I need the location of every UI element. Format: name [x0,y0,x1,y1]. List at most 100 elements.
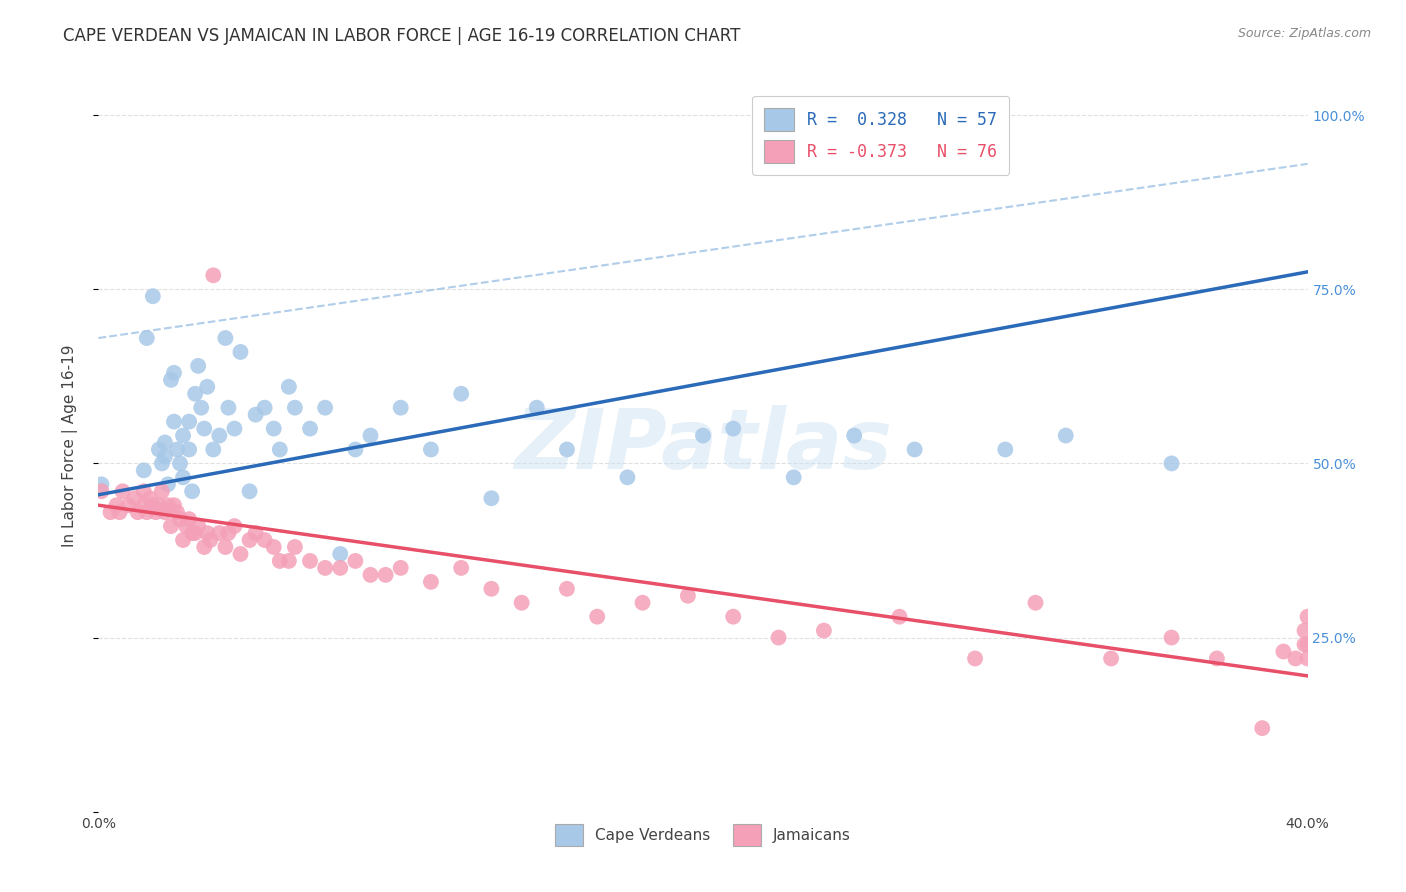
Point [142,289,165,303]
Point [844,428,866,442]
Point [1294,638,1316,652]
Point [150,457,173,471]
Point [374,567,396,582]
Point [314,561,336,575]
Point [450,561,472,575]
Point [277,554,299,568]
Point [555,582,578,596]
Point [217,526,239,541]
Point [172,533,194,547]
Point [586,609,609,624]
Point [723,421,745,435]
Point [132,463,155,477]
Point [263,421,285,435]
Point [187,359,209,373]
Point [163,366,186,380]
Point [269,554,291,568]
Point [889,609,911,624]
Point [202,442,225,457]
Point [450,386,472,401]
Point [389,561,412,575]
Point [90,484,112,499]
Point [224,421,246,435]
Point [616,470,638,484]
Point [148,442,170,457]
Text: Source: ZipAtlas.com: Source: ZipAtlas.com [1237,27,1371,40]
Point [420,442,443,457]
Point [179,415,201,429]
Point [108,505,131,519]
Point [187,519,209,533]
Point [148,498,170,512]
Point [1296,638,1319,652]
Point [145,505,167,519]
Point [214,331,236,345]
Point [1099,651,1122,665]
Point [195,380,218,394]
Legend: Cape Verdeans, Jamaicans: Cape Verdeans, Jamaicans [546,815,860,855]
Point [263,540,285,554]
Point [156,498,179,512]
Point [193,540,215,554]
Point [160,373,183,387]
Point [1294,624,1316,638]
Point [245,526,267,541]
Point [229,547,252,561]
Point [481,491,503,506]
Point [245,408,267,422]
Point [132,484,155,499]
Y-axis label: In Labor Force | Age 16-19: In Labor Force | Age 16-19 [62,344,77,548]
Point [150,484,173,499]
Point [217,401,239,415]
Point [389,401,412,415]
Text: CAPE VERDEAN VS JAMAICAN IN LABOR FORCE | AGE 16-19 CORRELATION CHART: CAPE VERDEAN VS JAMAICAN IN LABOR FORCE … [63,27,741,45]
Point [783,470,806,484]
Point [1296,651,1319,665]
Point [813,624,835,638]
Point [169,457,191,471]
Point [118,498,141,512]
Point [253,533,276,547]
Point [172,470,194,484]
Point [208,526,231,541]
Point [135,331,157,345]
Point [179,512,201,526]
Point [284,401,307,415]
Point [153,435,176,450]
Point [329,561,352,575]
Point [193,421,215,435]
Point [208,428,231,442]
Point [124,491,146,506]
Point [723,609,745,624]
Point [195,526,218,541]
Point [360,428,382,442]
Point [329,547,352,561]
Point [420,574,443,589]
Point [169,512,191,526]
Point [181,484,204,499]
Point [135,505,157,519]
Point [132,498,155,512]
Point [768,631,790,645]
Point [1054,428,1077,442]
Point [510,596,533,610]
Point [153,505,176,519]
Point [163,415,186,429]
Point [1160,457,1182,471]
Point [127,505,149,519]
Point [1251,721,1274,735]
Point [1024,596,1046,610]
Point [184,386,207,401]
Point [1206,651,1229,665]
Point [692,428,714,442]
Point [360,567,382,582]
Point [181,526,204,541]
Point [179,442,201,457]
Point [1296,609,1319,624]
Point [172,428,194,442]
Point [224,519,246,533]
Point [174,519,197,533]
Point [269,442,291,457]
Point [166,505,188,519]
Point [214,540,236,554]
